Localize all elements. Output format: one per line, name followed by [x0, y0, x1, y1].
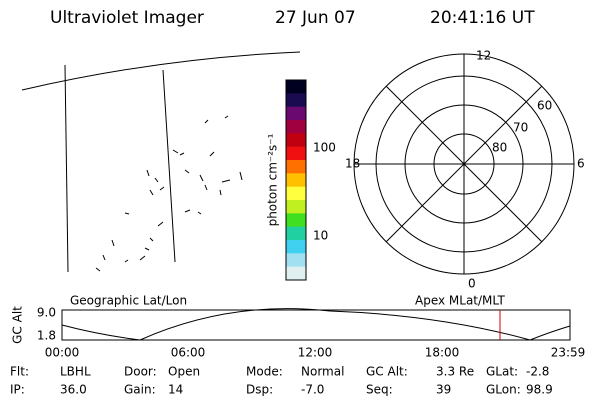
mlt-label: 0	[468, 277, 476, 291]
color-band	[286, 160, 306, 174]
mlt-label: 18	[345, 157, 360, 171]
info-label: GC Alt:	[366, 365, 408, 379]
mlt-label: 6	[577, 157, 585, 171]
info-label: GLon:	[486, 383, 521, 397]
colorbar	[285, 79, 307, 281]
lat-label: 80	[492, 141, 507, 155]
color-band	[286, 213, 306, 228]
info-label: IP:	[10, 383, 25, 397]
lat-label: 60	[537, 99, 552, 113]
timeline: Geographic Lat/Lon Apex MLat/MLT GC Alt …	[11, 294, 586, 360]
info-value: 36.0	[60, 383, 87, 397]
lat-label: 70	[513, 121, 528, 135]
map-line	[162, 69, 176, 263]
timeline-title: Geographic Lat/Lon	[70, 294, 187, 308]
info-value: Open	[168, 365, 200, 379]
color-band	[286, 200, 306, 214]
time: 20:41:16 UT	[430, 8, 535, 28]
info-value: LBHL	[60, 365, 91, 379]
info-label: Dsp:	[246, 383, 273, 397]
info-label: Gain:	[124, 383, 156, 397]
map-panel	[21, 51, 301, 273]
color-band	[286, 266, 306, 281]
color-band	[286, 106, 306, 121]
info-label: Seq:	[366, 383, 393, 397]
color-band	[286, 133, 306, 148]
info-value: 39	[436, 383, 451, 397]
info-label: GLat:	[486, 365, 518, 379]
y-tick-label: 9.0	[37, 306, 56, 320]
color-band	[286, 93, 306, 108]
info-label: Mode:	[246, 365, 283, 379]
y-tick-label: 1.8	[37, 329, 56, 343]
y-label: GC Alt	[11, 306, 25, 344]
info-value: 14	[168, 383, 183, 397]
color-band	[286, 80, 306, 94]
x-tick-label: 12:00	[298, 346, 333, 360]
date: 27 Jun 07	[275, 8, 356, 28]
colorbar-tick: 100	[313, 141, 336, 155]
info-value: 98.9	[526, 383, 553, 397]
colorbar-label: photon cm⁻²s⁻¹	[266, 133, 280, 226]
colorbar-tick: 10	[313, 229, 328, 243]
color-band	[286, 146, 306, 161]
spokes	[354, 54, 574, 274]
altitude-curve	[61, 308, 571, 341]
title: Ultraviolet Imager	[50, 8, 204, 28]
info-block: Flt: LBHL Door: Open Mode: Normal GC Alt: 3.3 R…	[10, 365, 553, 397]
x-tick-label: 06:00	[171, 346, 206, 360]
map-traces	[95, 115, 243, 272]
mlt-label: 12	[476, 49, 491, 63]
info-label: Door:	[124, 365, 157, 379]
info-value: 3.3 Re	[436, 365, 474, 379]
info-value: -7.0	[301, 383, 324, 397]
colorbar-frame	[285, 79, 307, 281]
x-tick-label: 00:00	[45, 346, 80, 360]
color-band	[286, 186, 306, 201]
info-value: Normal	[301, 365, 344, 379]
color-band	[286, 240, 306, 254]
polar-plot	[353, 53, 575, 275]
color-band	[286, 253, 306, 268]
x-tick-label: 23:59	[551, 346, 586, 360]
map-line	[21, 51, 301, 91]
map-line	[64, 64, 69, 273]
color-band	[286, 173, 306, 188]
timeline-title: Apex MLat/MLT	[415, 294, 505, 308]
color-band	[286, 120, 306, 134]
info-value: -2.8	[526, 365, 549, 379]
info-label: Flt:	[10, 365, 29, 379]
x-tick-label: 18:00	[425, 346, 460, 360]
color-band	[286, 226, 306, 241]
